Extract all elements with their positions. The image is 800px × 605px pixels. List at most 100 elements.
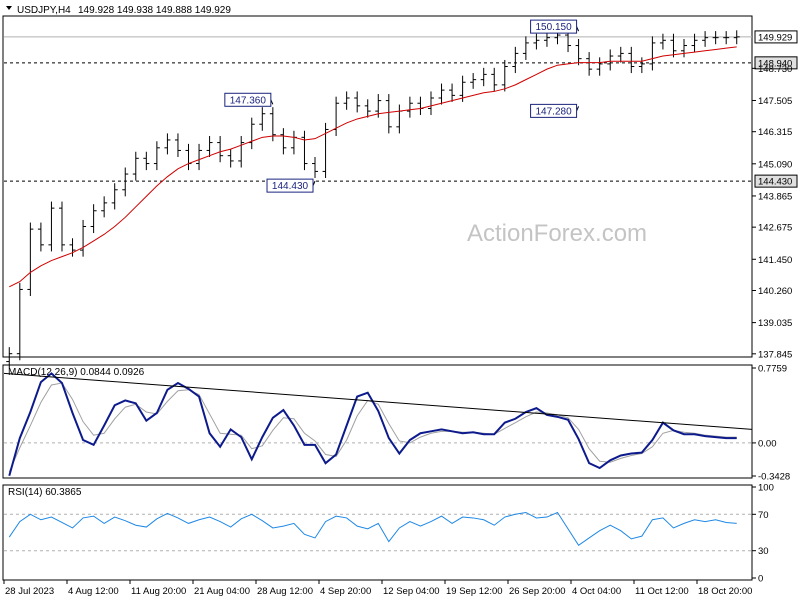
price-axis-label: 141.450 [758, 255, 792, 266]
price-bar [206, 136, 213, 157]
price-bar [27, 222, 34, 296]
price-bar [90, 204, 97, 234]
time-axis-label: 11 Aug 20:00 [131, 586, 186, 597]
time-axis-label: 19 Sep 12:00 [446, 586, 503, 597]
price-bar [196, 143, 203, 171]
time-axis-label: 28 Jul 2023 [5, 586, 54, 597]
rsi-axis-label: 70 [758, 510, 769, 521]
macd-axis-label: 0.7759 [758, 364, 787, 375]
price-bar [48, 201, 55, 252]
price-bar [301, 130, 308, 171]
price-bar [638, 57, 645, 74]
price-axis-label: 140.260 [758, 286, 792, 297]
price-bar [691, 33, 698, 53]
price-panel-frame [2, 15, 753, 358]
time-axis-label: 18 Oct 20:00 [698, 586, 752, 597]
time-axis-label: 12 Sep 04:00 [383, 586, 440, 597]
annotation-label: 150.150 [536, 22, 573, 33]
price-bar [470, 73, 477, 89]
price-bar [217, 136, 224, 163]
time-axis-label: 28 Aug 12:00 [257, 586, 313, 597]
macd-label: MACD(12,26,9) 0.0844 0.0926 [8, 367, 145, 378]
price-bar [533, 33, 540, 50]
price-bar [238, 136, 245, 168]
price-bar [522, 36, 529, 60]
time-axis-label: 21 Aug 04:00 [194, 586, 250, 597]
price-bar [58, 201, 65, 252]
price-bar [153, 141, 160, 171]
price-bar [712, 31, 719, 45]
price-bar [364, 99, 371, 118]
price-axis-label: 148.940 [758, 58, 792, 69]
price-bar [512, 46, 519, 74]
price-bar [122, 167, 129, 197]
price-bar [575, 38, 582, 66]
time-axis-label: 4 Sep 20:00 [320, 586, 371, 597]
price-axis-box [754, 30, 798, 44]
symbol-label: USDJPY,H4 [17, 5, 71, 16]
rsi-panel-frame [2, 484, 753, 581]
rsi-line [8, 511, 737, 546]
time-axis-label: 26 Sep 20:00 [509, 586, 566, 597]
rsi-axis-label: 0 [758, 574, 763, 585]
price-bar [101, 196, 108, 218]
header: USDJPY,H4 149.928 149.938 149.888 149.92… [6, 5, 231, 16]
price-bar [702, 31, 709, 47]
price-bar [501, 59, 508, 92]
price-bar [343, 91, 350, 110]
price-axis-label: 144.430 [758, 177, 792, 188]
price-axis-label: 142.675 [758, 223, 792, 234]
price-layer: 150.150 147.360 147.280 144.430 [4, 19, 752, 369]
price-bar [164, 133, 171, 155]
price-axis-label: 147.505 [758, 96, 792, 107]
watermark: ActionForex.com [467, 220, 647, 247]
price-bar [491, 67, 498, 92]
price-bar [733, 30, 740, 45]
price-bar [80, 219, 87, 257]
price-bar [649, 36, 656, 71]
price-bar [723, 31, 730, 45]
price-bar [427, 91, 434, 116]
annotation-label: 147.280 [536, 106, 573, 117]
annotation-label: 144.430 [272, 181, 309, 192]
price-axis-box [754, 56, 798, 70]
price-bar [354, 91, 361, 113]
price-bar [596, 57, 603, 76]
collapse-arrow-icon [6, 6, 12, 10]
annotation-box [224, 92, 272, 107]
price-axis-label: 137.845 [758, 349, 792, 360]
price-bar [449, 83, 456, 102]
price-bar [259, 107, 266, 131]
price-bar [681, 38, 688, 58]
macd-panel-frame [2, 364, 753, 479]
price-bar [174, 133, 181, 157]
time-axis-label: 4 Aug 12:00 [68, 586, 119, 597]
time-axis-label: 4 Oct 04:00 [572, 586, 621, 597]
price-bar [312, 156, 319, 178]
price-bar [143, 151, 150, 171]
rsi-axis-label: 100 [758, 483, 774, 494]
price-bar [670, 33, 677, 58]
price-axis-box [754, 174, 798, 188]
macd-axis-label: -0.3428 [758, 472, 790, 483]
annotation-box [266, 178, 314, 193]
rsi-axis-label: 30 [758, 546, 769, 557]
ohlc-label: 149.928 149.938 149.888 149.929 [78, 5, 231, 16]
price-bar [607, 49, 614, 71]
price-bar [280, 128, 287, 155]
price-bar [659, 33, 666, 50]
price-bar [111, 183, 118, 210]
price-bar [406, 96, 413, 118]
time-axis-label: 11 Oct 12:00 [635, 586, 689, 597]
price-axis-label: 139.035 [758, 318, 792, 329]
macd-layer [3, 372, 753, 476]
macd-trendline [3, 372, 753, 430]
moving-average-line [9, 46, 737, 288]
annotation-label: 147.360 [230, 95, 267, 106]
rsi-label: RSI(14) 60.3865 [8, 487, 82, 498]
price-bar [480, 67, 487, 87]
